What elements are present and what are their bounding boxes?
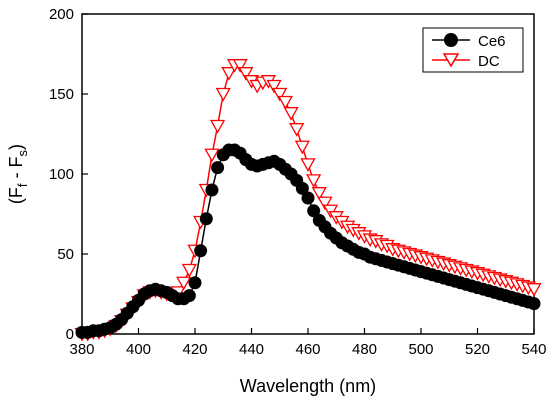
x-tick-label: 480	[352, 341, 377, 358]
y-axis-title: (Ff - Fs)	[6, 144, 30, 204]
x-axis-title: Wavelength (nm)	[240, 376, 376, 396]
x-tick-label: 500	[408, 341, 433, 358]
x-tick-label: 400	[126, 341, 151, 358]
data-point-dc	[266, 79, 282, 94]
data-point-dc	[215, 87, 231, 102]
data-point-dc	[238, 67, 254, 81]
data-point-dc	[277, 95, 294, 110]
legend: Ce6 DC	[422, 27, 524, 73]
data-point-dc	[176, 276, 192, 291]
y-axis-ticks: 0 50 100 150 200	[49, 6, 88, 343]
y-tick-label: 100	[49, 166, 74, 183]
data-point-ce6	[307, 204, 321, 218]
legend-label-dc: DC	[478, 53, 500, 70]
data-point-dc	[294, 140, 310, 155]
data-point-ce6	[194, 244, 208, 258]
y-axis-title-part1: (F	[6, 187, 26, 204]
data-point-dc	[232, 59, 248, 73]
data-point-dc	[209, 119, 226, 134]
legend-marker-dc	[442, 53, 460, 68]
data-point-ce6	[211, 161, 225, 175]
x-tick-label: 520	[465, 341, 490, 358]
legend-box	[422, 27, 524, 73]
x-tick-label: 460	[295, 341, 320, 358]
y-axis-title-sub1: f	[15, 183, 30, 187]
data-point-dc	[526, 283, 542, 297]
data-point-ce6	[182, 289, 196, 303]
data-point-dc	[289, 123, 305, 137]
x-axis-ticks: 380 400 420 440 460 480 500 520 540	[69, 328, 547, 358]
series-ce6	[75, 143, 541, 339]
data-point-ce6	[301, 191, 315, 205]
y-axis-title-sub2: s	[15, 149, 30, 156]
data-point-ce6	[527, 297, 541, 311]
legend-label-ce6: Ce6	[478, 33, 506, 50]
data-point-dc	[306, 174, 322, 188]
data-point-dc	[181, 263, 197, 278]
y-axis-title-part2: - F	[6, 156, 26, 183]
y-tick-label: 50	[57, 246, 74, 263]
data-point-dc	[317, 196, 333, 211]
data-point-ce6	[295, 181, 309, 195]
data-point-ce6	[205, 183, 219, 197]
x-tick-label: 420	[182, 341, 207, 358]
x-tick-label: 380	[69, 341, 94, 358]
x-tick-label: 540	[521, 341, 546, 358]
y-tick-label: 150	[49, 86, 74, 103]
legend-marker-ce6	[444, 33, 458, 47]
data-point-dc	[300, 158, 316, 172]
x-tick-label: 440	[239, 341, 264, 358]
data-point-ce6	[188, 276, 202, 290]
data-point-ce6	[199, 212, 213, 226]
data-point-dc	[221, 67, 237, 81]
series-dc	[74, 59, 542, 342]
data-point-dc	[283, 107, 299, 121]
y-axis-title-part3: )	[6, 144, 26, 150]
data-point-dc	[311, 187, 327, 201]
y-tick-label: 200	[49, 6, 74, 23]
data-point-dc	[204, 148, 220, 163]
data-point-dc	[272, 87, 288, 102]
series-layer	[74, 59, 542, 342]
y-tick-label: 0	[66, 326, 74, 343]
